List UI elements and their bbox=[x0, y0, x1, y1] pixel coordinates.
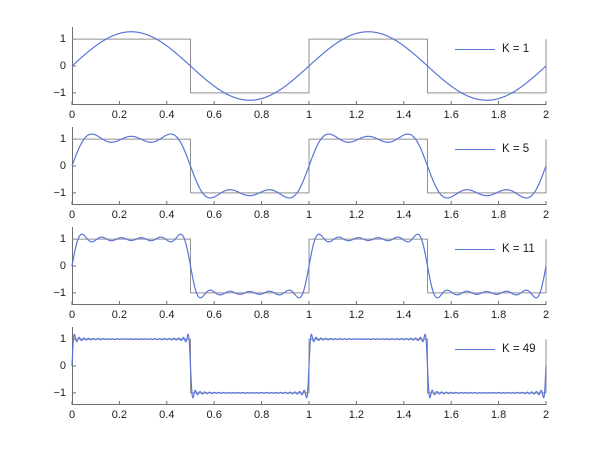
x-tick-label: 1.2 bbox=[348, 309, 365, 321]
x-tick-label: 0.2 bbox=[111, 109, 128, 121]
x-tick-label: 1.2 bbox=[348, 409, 365, 421]
square-wave-line bbox=[72, 38, 547, 94]
x-tick-label: 1.6 bbox=[443, 309, 459, 321]
y-tick-label: 0 bbox=[59, 160, 66, 172]
x-tick-label: 0.6 bbox=[206, 109, 222, 121]
subplot-k1: K = 1 0 0.2 0.4 0.6 0.8 1 1.2 1.4 1.6 1.8 2 1 0 −1 bbox=[0, 27, 600, 127]
y-tick-label: −1 bbox=[53, 86, 66, 99]
x-tick-label: 0.2 bbox=[111, 209, 128, 221]
legend-line-sample bbox=[455, 348, 495, 350]
x-tick-label: 1 bbox=[305, 209, 313, 221]
axes-k1 bbox=[71, 27, 547, 105]
x-tick-label: 1 bbox=[305, 309, 313, 321]
x-tick-label: 0.4 bbox=[159, 409, 175, 421]
x-tick-label: 0.8 bbox=[253, 209, 270, 221]
x-tick-label: 0.4 bbox=[159, 109, 175, 121]
y-tick-label: 1 bbox=[59, 33, 66, 46]
fourier-approximation-line-k11 bbox=[71, 233, 547, 299]
x-tick-label: 1.2 bbox=[348, 109, 365, 121]
subplot-k11: K = 11 0 0.2 0.4 0.6 0.8 1 1.2 1.4 1.6 1.8 2 1 0 −1 bbox=[0, 227, 600, 327]
x-tick-label: 0 bbox=[68, 109, 76, 121]
legend-line-sample bbox=[455, 248, 495, 250]
x-tick-label: 0.4 bbox=[159, 309, 175, 321]
x-tick-label: 0.2 bbox=[111, 309, 128, 321]
legend-k49: K = 49 bbox=[455, 343, 536, 355]
x-tick-label: 2 bbox=[542, 209, 550, 221]
x-tick-label: 0 bbox=[68, 209, 76, 221]
y-tick-label: 1 bbox=[59, 133, 66, 146]
axes-k49 bbox=[71, 327, 547, 405]
y-tick-label: −1 bbox=[53, 386, 66, 399]
x-tick-label: 1.2 bbox=[348, 209, 365, 221]
square-wave-line bbox=[72, 138, 547, 194]
x-tick-label: 0.2 bbox=[111, 409, 128, 421]
x-tick-label: 1.8 bbox=[490, 409, 507, 421]
subplot-k5: K = 5 0 0.2 0.4 0.6 0.8 1 1.2 1.4 1.6 1.8 2 1 0 −1 bbox=[0, 127, 600, 227]
legend-label: K = 5 bbox=[502, 143, 530, 155]
y-tick-label: 1 bbox=[59, 333, 66, 346]
subplot-k49: K = 49 0 0.2 0.4 0.6 0.8 1 1.2 1.4 1.6 1.8 2 1 0 −1 bbox=[0, 327, 600, 427]
x-tick-label: 0.6 bbox=[206, 209, 222, 221]
x-tick-label: 1.4 bbox=[396, 409, 412, 421]
x-tick-label: 1.8 bbox=[490, 309, 507, 321]
legend-line-sample bbox=[455, 148, 495, 150]
square-wave-line bbox=[72, 238, 547, 294]
y-tick-label: 0 bbox=[59, 60, 66, 72]
plot-area-k11: K = 11 bbox=[71, 227, 547, 305]
plot-area-k49: K = 49 bbox=[71, 327, 547, 405]
fourier-approximation-line-k5 bbox=[71, 133, 547, 199]
x-tick-label: 1.4 bbox=[396, 209, 412, 221]
legend-k5: K = 5 bbox=[455, 143, 529, 155]
x-tick-label: 0.4 bbox=[159, 209, 175, 221]
axes-k5 bbox=[71, 127, 547, 205]
x-tick-label: 0 bbox=[68, 309, 76, 321]
x-tick-label: 0.6 bbox=[206, 409, 222, 421]
y-tick-label: 0 bbox=[59, 260, 66, 272]
x-tick-label: 1.8 bbox=[490, 209, 507, 221]
x-tick-label: 1.4 bbox=[396, 109, 412, 121]
x-tick-label: 2 bbox=[542, 109, 550, 121]
x-tick-label: 2 bbox=[542, 409, 550, 421]
x-tick-label: 0.8 bbox=[253, 309, 270, 321]
x-tick-label: 1.6 bbox=[443, 209, 459, 221]
legend-k1: K = 1 bbox=[455, 43, 529, 55]
legend-k11: K = 11 bbox=[455, 243, 535, 255]
x-tick-label: 1.8 bbox=[490, 109, 507, 121]
x-tick-label: 2 bbox=[542, 309, 550, 321]
x-tick-label: 1.4 bbox=[396, 309, 412, 321]
y-tick-label: −1 bbox=[53, 286, 66, 299]
x-tick-label: 1 bbox=[305, 109, 313, 121]
y-tick-label: 0 bbox=[59, 360, 66, 372]
x-tick-label: 1.6 bbox=[443, 409, 459, 421]
y-tick-label: −1 bbox=[53, 186, 66, 199]
plot-area-k5: K = 5 bbox=[71, 127, 547, 205]
x-tick-label: 0 bbox=[68, 409, 76, 421]
legend-label: K = 49 bbox=[502, 343, 536, 355]
x-tick-label: 1 bbox=[305, 409, 313, 421]
legend-label: K = 1 bbox=[502, 43, 530, 55]
legend-label: K = 11 bbox=[502, 243, 535, 255]
y-tick-label: 1 bbox=[59, 233, 66, 246]
fourier-approximation-line-k1 bbox=[71, 31, 547, 101]
legend-line-sample bbox=[455, 48, 495, 50]
axes-k11 bbox=[71, 227, 547, 305]
x-tick-label: 1.6 bbox=[443, 109, 459, 121]
x-tick-label: 0.8 bbox=[253, 109, 270, 121]
plot-area-k1: K = 1 bbox=[71, 27, 547, 105]
fourier-approximation-line-k49 bbox=[71, 333, 547, 399]
x-tick-label: 0.8 bbox=[253, 409, 270, 421]
x-tick-label: 0.6 bbox=[206, 309, 222, 321]
